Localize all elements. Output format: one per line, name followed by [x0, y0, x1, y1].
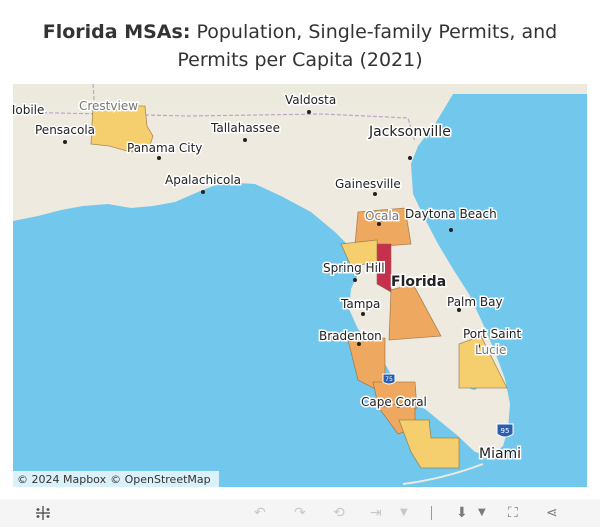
- pause-dropdown-icon[interactable]: ▼: [400, 507, 408, 518]
- label-panama-city: Panama City: [127, 141, 202, 155]
- label-tampa: Tampa: [340, 297, 380, 311]
- land-mainland: [13, 84, 587, 456]
- mapbox-attribution[interactable]: © 2024 Mapbox: [17, 473, 107, 486]
- label-palm-bay: Palm Bay: [447, 295, 503, 309]
- pause-icon[interactable]: ⇥: [370, 505, 382, 521]
- title-rest: Population, Single-family Permits, and: [190, 21, 558, 43]
- label-jacksonville: Jacksonville: [368, 124, 451, 140]
- share-view-icon[interactable]: ⬇: [456, 505, 468, 521]
- label-crestview: Crestview: [79, 99, 138, 113]
- label-pensacola: Pensacola: [35, 123, 95, 137]
- keys: [402, 463, 484, 485]
- msa-crestview[interactable]: [90, 105, 154, 153]
- msa-regions: [90, 105, 508, 469]
- msa-ocala[interactable]: [354, 207, 412, 247]
- osm-attribution[interactable]: © OpenStreetMap: [110, 473, 211, 486]
- tableau-logo-icon[interactable]: [34, 505, 52, 521]
- title-line2: Permits per Capita (2021): [177, 49, 423, 71]
- fullscreen-icon[interactable]: ⛶: [508, 505, 518, 521]
- state-border: [13, 111, 416, 143]
- label-bradenton: Bradenton: [319, 329, 382, 343]
- shield-95-label: 95: [501, 427, 510, 435]
- toolbar: ↶ ↷ ⟲ ⇥ ▼ ⬇ ▼ ⛶ ⋖: [0, 499, 600, 527]
- label-florida: Florida: [391, 274, 446, 290]
- highway-shield-95: 95: [496, 423, 514, 438]
- toolbar-separator: [431, 506, 432, 520]
- undo-icon[interactable]: ↶: [254, 505, 266, 521]
- label-mobile: Mobile: [13, 103, 44, 117]
- label-port-saint: Port Saint: [463, 327, 522, 341]
- msa-naples[interactable]: [398, 419, 460, 469]
- label-tallahassee: Tallahassee: [210, 121, 280, 135]
- florida-map[interactable]: 95 75 Mobile Crestview Pensacola Panama …: [13, 84, 587, 487]
- label-gainesville: Gainesville: [335, 177, 401, 191]
- city-dots: [13, 106, 501, 456]
- label-lucie: Lucie: [475, 343, 506, 357]
- land-georgia: [13, 84, 587, 106]
- label-valdosta: Valdosta: [285, 93, 336, 107]
- download-dropdown-icon[interactable]: ▼: [478, 507, 486, 518]
- label-miami: Miami: [479, 446, 521, 462]
- share-icon[interactable]: ⋖: [546, 505, 558, 521]
- msa-port-st-lucie[interactable]: [458, 335, 508, 389]
- label-ocala: Ocala: [365, 209, 399, 223]
- label-daytona-beach: Daytona Beach: [405, 207, 497, 221]
- msa-orlando[interactable]: [388, 283, 442, 341]
- map-attribution[interactable]: © 2024 Mapbox © OpenStreetMap: [13, 471, 219, 488]
- shield-75-label: 75: [385, 376, 393, 383]
- revert-icon[interactable]: ⟲: [333, 505, 345, 521]
- redo-icon[interactable]: ↷: [294, 505, 306, 521]
- city-labels: Mobile Crestview Pensacola Panama City A…: [13, 92, 523, 464]
- chart-title: Florida MSAs: Population, Single-family …: [0, 18, 600, 74]
- title-bold: Florida MSAs:: [42, 21, 191, 43]
- label-spring-hill: Spring Hill: [323, 261, 385, 275]
- label-apalachicola: Apalachicola: [165, 173, 241, 187]
- label-cape-coral: Cape Coral: [361, 395, 427, 409]
- highway-shield-75: 75: [382, 373, 396, 385]
